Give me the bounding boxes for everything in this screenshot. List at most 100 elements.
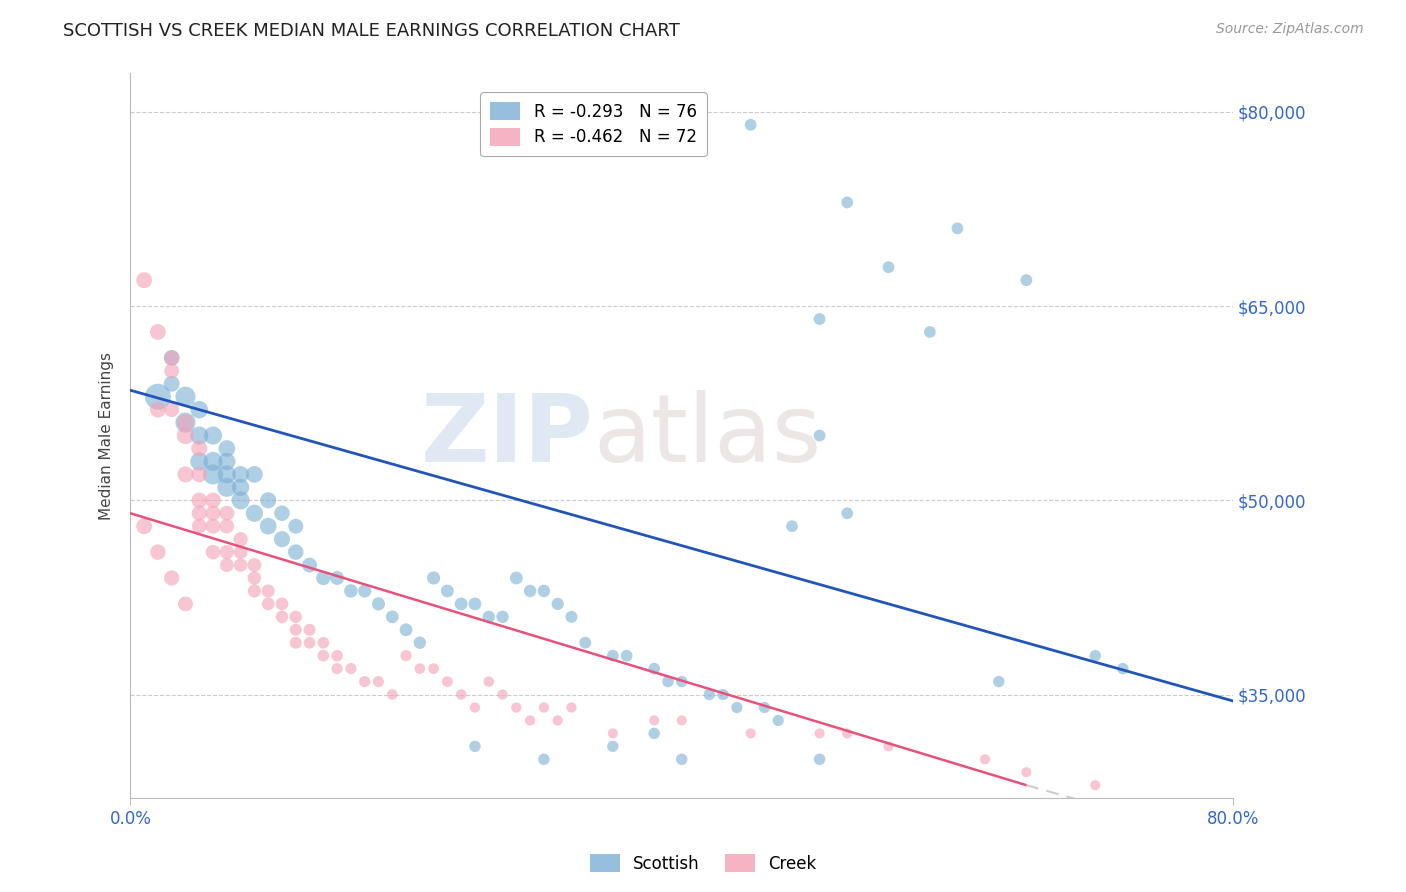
- Point: [257, 493, 280, 508]
- Point: [215, 558, 238, 572]
- Point: [243, 558, 266, 572]
- Point: [547, 597, 569, 611]
- Point: [1015, 273, 1038, 287]
- Point: [808, 726, 831, 740]
- Point: [298, 623, 321, 637]
- Point: [174, 416, 197, 430]
- Point: [1112, 662, 1135, 676]
- Point: [146, 402, 169, 417]
- Point: [725, 700, 748, 714]
- Point: [271, 532, 294, 546]
- Point: [353, 674, 375, 689]
- Legend: Scottish, Creek: Scottish, Creek: [583, 847, 823, 880]
- Point: [188, 493, 211, 508]
- Point: [160, 376, 183, 391]
- Point: [353, 583, 375, 598]
- Point: [616, 648, 638, 663]
- Point: [215, 519, 238, 533]
- Point: [643, 726, 665, 740]
- Point: [808, 752, 831, 766]
- Point: [326, 571, 349, 585]
- Point: [202, 506, 225, 520]
- Point: [560, 700, 582, 714]
- Point: [768, 714, 790, 728]
- Point: [284, 610, 307, 624]
- Point: [837, 506, 859, 520]
- Point: [312, 648, 335, 663]
- Point: [478, 610, 501, 624]
- Point: [298, 558, 321, 572]
- Point: [229, 545, 252, 559]
- Point: [381, 610, 404, 624]
- Point: [464, 597, 486, 611]
- Point: [271, 610, 294, 624]
- Point: [326, 648, 349, 663]
- Point: [202, 454, 225, 468]
- Point: [188, 442, 211, 456]
- Point: [215, 506, 238, 520]
- Point: [146, 545, 169, 559]
- Point: [409, 662, 432, 676]
- Point: [547, 714, 569, 728]
- Point: [1084, 648, 1107, 663]
- Point: [450, 597, 472, 611]
- Point: [505, 700, 527, 714]
- Point: [671, 714, 693, 728]
- Point: [284, 636, 307, 650]
- Point: [740, 118, 762, 132]
- Point: [229, 467, 252, 482]
- Point: [134, 273, 156, 287]
- Point: [671, 674, 693, 689]
- Point: [188, 467, 211, 482]
- Point: [312, 571, 335, 585]
- Point: [202, 428, 225, 442]
- Point: [780, 519, 803, 533]
- Point: [215, 454, 238, 468]
- Point: [229, 493, 252, 508]
- Point: [229, 480, 252, 494]
- Point: [174, 390, 197, 404]
- Point: [987, 674, 1010, 689]
- Text: Source: ZipAtlas.com: Source: ZipAtlas.com: [1216, 22, 1364, 37]
- Point: [657, 674, 679, 689]
- Point: [202, 519, 225, 533]
- Point: [229, 532, 252, 546]
- Point: [160, 351, 183, 365]
- Point: [188, 519, 211, 533]
- Point: [602, 648, 624, 663]
- Point: [436, 674, 458, 689]
- Point: [1015, 765, 1038, 780]
- Point: [877, 260, 900, 275]
- Point: [519, 583, 541, 598]
- Point: [697, 688, 720, 702]
- Y-axis label: Median Male Earnings: Median Male Earnings: [100, 351, 114, 519]
- Point: [326, 662, 349, 676]
- Point: [422, 662, 444, 676]
- Point: [257, 583, 280, 598]
- Point: [533, 700, 555, 714]
- Point: [202, 545, 225, 559]
- Point: [877, 739, 900, 754]
- Point: [215, 545, 238, 559]
- Point: [560, 610, 582, 624]
- Point: [837, 726, 859, 740]
- Point: [340, 583, 363, 598]
- Point: [229, 558, 252, 572]
- Point: [381, 688, 404, 702]
- Point: [395, 648, 418, 663]
- Point: [946, 221, 969, 235]
- Point: [174, 597, 197, 611]
- Point: [519, 714, 541, 728]
- Point: [284, 623, 307, 637]
- Point: [174, 467, 197, 482]
- Legend: R = -0.293   N = 76, R = -0.462   N = 72: R = -0.293 N = 76, R = -0.462 N = 72: [481, 92, 707, 156]
- Point: [243, 506, 266, 520]
- Point: [243, 467, 266, 482]
- Point: [188, 454, 211, 468]
- Point: [243, 571, 266, 585]
- Point: [491, 688, 513, 702]
- Point: [188, 506, 211, 520]
- Point: [436, 583, 458, 598]
- Point: [671, 752, 693, 766]
- Point: [146, 325, 169, 339]
